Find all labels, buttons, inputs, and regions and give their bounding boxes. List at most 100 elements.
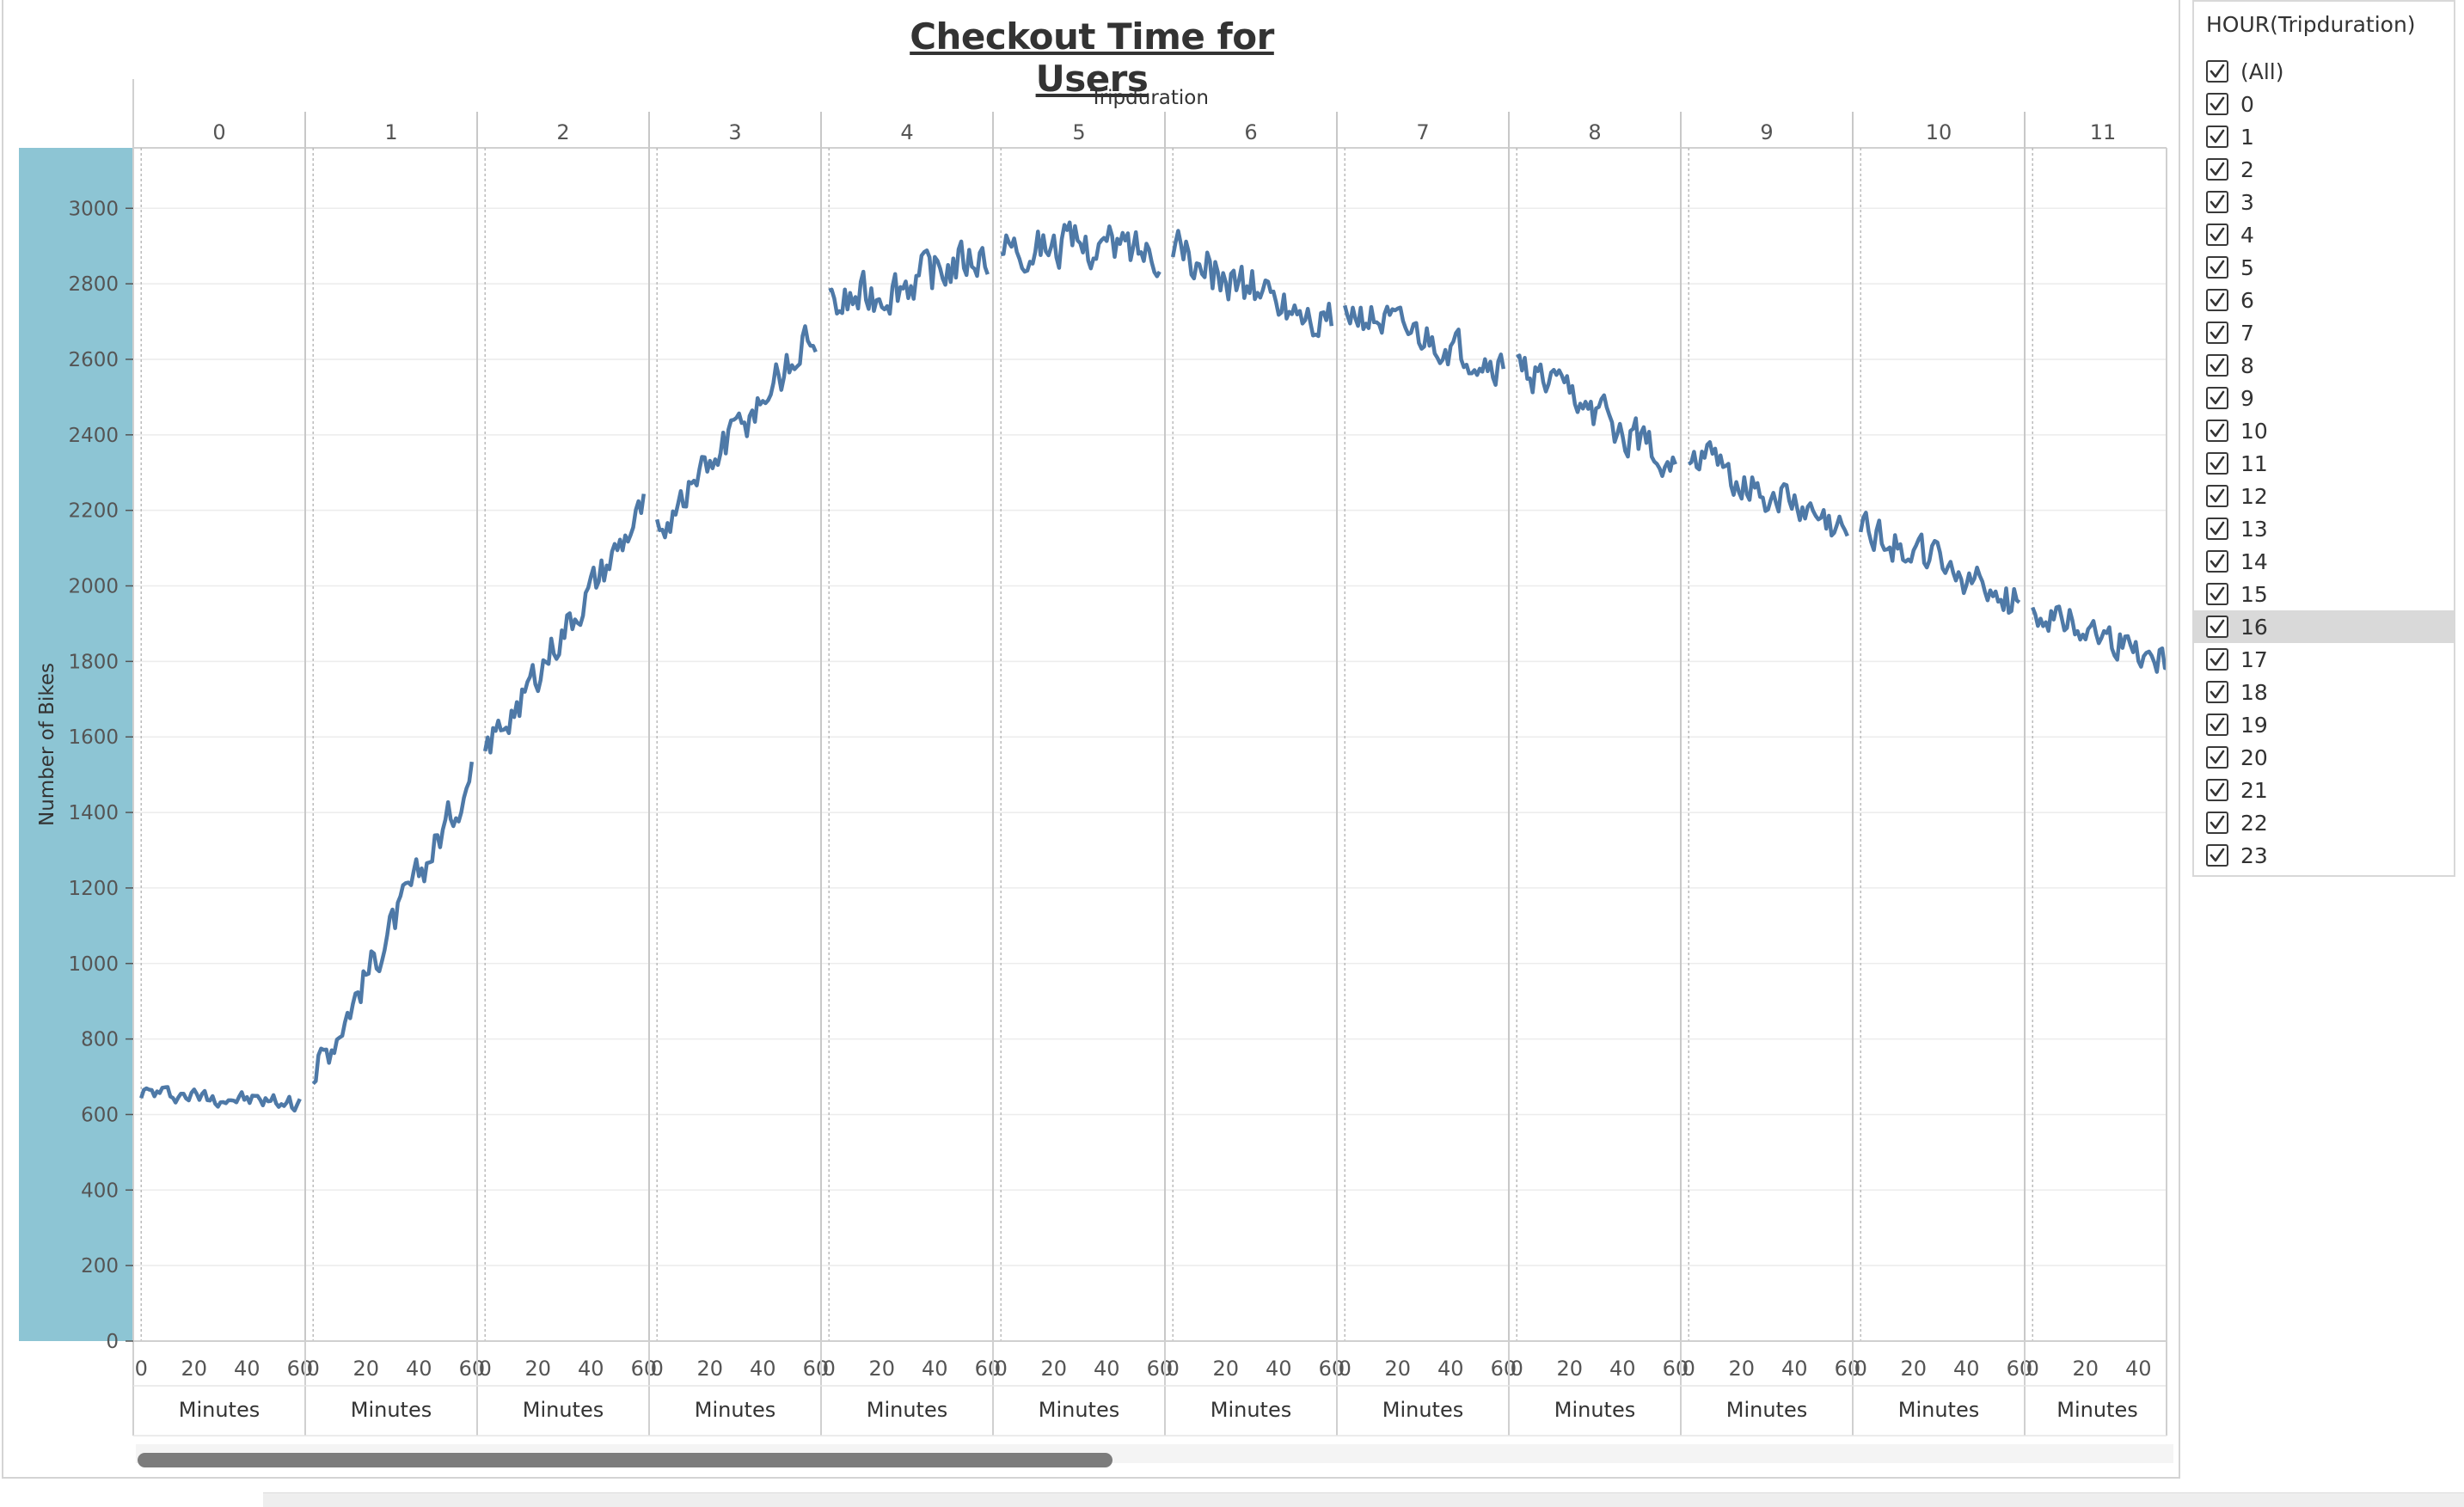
panel-header-label: 8	[1588, 120, 1601, 144]
filter-option[interactable]: 13	[2194, 512, 2454, 545]
panel-header-label: 4	[900, 120, 913, 144]
x-tick-label: 60	[975, 1357, 1002, 1381]
checkbox-checked-icon[interactable]	[2206, 616, 2228, 638]
filter-option[interactable]: 21	[2194, 774, 2454, 806]
filter-option[interactable]: 2	[2194, 153, 2454, 186]
filter-option[interactable]: 7	[2194, 316, 2454, 349]
checkbox-checked-icon[interactable]	[2206, 93, 2228, 115]
filter-option-label: 19	[2240, 712, 2268, 738]
filter-option[interactable]: 3	[2194, 186, 2454, 218]
x-tick-label: 20	[1040, 1357, 1067, 1381]
y-tick-label: 400	[81, 1179, 119, 1202]
filter-option[interactable]: 16	[2194, 610, 2454, 643]
checkbox-checked-icon[interactable]	[2206, 681, 2228, 703]
column-header-title: Tripduration	[1089, 87, 1209, 109]
x-tick-label: 40	[1781, 1357, 1808, 1381]
y-tick-label: 200	[81, 1255, 119, 1277]
series-line	[1343, 304, 1506, 387]
panel-header-label: 5	[1072, 120, 1085, 144]
checkbox-checked-icon[interactable]	[2206, 224, 2228, 246]
checkbox-checked-icon[interactable]	[2206, 844, 2228, 867]
checkbox-checked-icon[interactable]	[2206, 812, 2228, 834]
x-tick-label: 20	[1212, 1357, 1239, 1381]
filter-option[interactable]: 20	[2194, 741, 2454, 774]
checkbox-checked-icon[interactable]	[2206, 583, 2228, 605]
x-axis-label: Minutes	[867, 1398, 947, 1422]
panel-header-label: 1	[384, 120, 397, 144]
x-tick-label: 0	[2026, 1357, 2039, 1381]
y-tick-label: 600	[81, 1104, 119, 1126]
filter-option-label: 4	[2240, 222, 2254, 248]
checkbox-checked-icon[interactable]	[2206, 191, 2228, 213]
filter-option[interactable]: 10	[2194, 414, 2454, 447]
checkbox-checked-icon[interactable]	[2206, 60, 2228, 83]
checkbox-checked-icon[interactable]	[2206, 158, 2228, 181]
series-line	[828, 239, 990, 316]
x-axis-label: Minutes	[1898, 1398, 1979, 1422]
filter-option[interactable]: 1	[2194, 120, 2454, 153]
x-tick-label: 0	[651, 1357, 664, 1381]
x-tick-label: 40	[234, 1357, 260, 1381]
filter-option[interactable]: 17	[2194, 643, 2454, 676]
x-tick-label: 40	[1266, 1357, 1292, 1381]
filter-option[interactable]: 6	[2194, 284, 2454, 316]
panel-header-label: 9	[1760, 120, 1773, 144]
filter-option[interactable]: 18	[2194, 676, 2454, 708]
y-tick-label: 1200	[68, 878, 119, 900]
filter-option[interactable]: 8	[2194, 349, 2454, 382]
checkbox-checked-icon[interactable]	[2206, 354, 2228, 377]
checkbox-checked-icon[interactable]	[2206, 289, 2228, 311]
filter-option-label: 20	[2240, 744, 2268, 770]
checkbox-checked-icon[interactable]	[2206, 387, 2228, 409]
y-tick-label: 800	[81, 1029, 119, 1051]
filter-option[interactable]: 11	[2194, 447, 2454, 480]
filter-option[interactable]: 5	[2194, 251, 2454, 284]
filter-option[interactable]: 0	[2194, 88, 2454, 120]
checkbox-checked-icon[interactable]	[2206, 452, 2228, 475]
checkbox-checked-icon[interactable]	[2206, 126, 2228, 148]
x-tick-label: 60	[2007, 1357, 2033, 1381]
checkbox-checked-icon[interactable]	[2206, 420, 2228, 442]
filter-option[interactable]: 19	[2194, 708, 2454, 741]
x-tick-label: 20	[1384, 1357, 1411, 1381]
x-tick-label: 0	[307, 1357, 320, 1381]
checkbox-checked-icon[interactable]	[2206, 256, 2228, 279]
filter-option[interactable]: 12	[2194, 480, 2454, 512]
checkbox-checked-icon[interactable]	[2206, 322, 2228, 344]
x-tick-label: 0	[479, 1357, 492, 1381]
x-tick-label: 0	[135, 1357, 148, 1381]
y-tick-label: 2400	[68, 425, 119, 447]
filter-option-label: 1	[2240, 124, 2254, 150]
checkbox-checked-icon[interactable]	[2206, 648, 2228, 671]
panel-header-label: 6	[1244, 120, 1257, 144]
x-tick-label: 0	[1167, 1357, 1180, 1381]
x-axis-label: Minutes	[1211, 1398, 1291, 1422]
checkbox-checked-icon[interactable]	[2206, 746, 2228, 769]
filter-option[interactable]: 9	[2194, 382, 2454, 414]
checkbox-checked-icon[interactable]	[2206, 518, 2228, 540]
x-axis-label: Minutes	[523, 1398, 604, 1422]
panel-header-label: 7	[1416, 120, 1429, 144]
chart-title: Checkout Time for Users	[910, 15, 1274, 100]
filter-option[interactable]: 4	[2194, 218, 2454, 251]
worksheet	[2, 0, 2180, 1479]
series-line	[1170, 229, 1334, 339]
filter-option[interactable]: 15	[2194, 578, 2454, 610]
horizontal-scrollbar-thumb[interactable]	[138, 1453, 1112, 1467]
filter-option[interactable]: (All)	[2194, 55, 2454, 88]
checkbox-checked-icon[interactable]	[2206, 779, 2228, 801]
x-tick-label: 60	[1319, 1357, 1345, 1381]
series-line	[1858, 511, 2021, 616]
filter-option[interactable]: 23	[2194, 839, 2454, 872]
x-tick-label: 40	[1094, 1357, 1120, 1381]
checkbox-checked-icon[interactable]	[2206, 550, 2228, 573]
x-tick-label: 40	[750, 1357, 776, 1381]
checkbox-checked-icon[interactable]	[2206, 485, 2228, 507]
panel-header-label: 0	[212, 120, 225, 144]
x-tick-label: 40	[406, 1357, 432, 1381]
filter-option[interactable]: 22	[2194, 806, 2454, 839]
filter-option[interactable]: 14	[2194, 545, 2454, 578]
filter-list: (All) 0 1 2 3 4 5 6 7 8 9 10 11 12 13 14 15 16 17 18 19 20 21 2…	[2194, 55, 2454, 872]
checkbox-checked-icon[interactable]	[2206, 714, 2228, 736]
hour-filter-panel: HOUR(Tripduration) (All) 0 1 2 3 4 5 6 7 8 9 10 11 12…	[2192, 0, 2455, 877]
